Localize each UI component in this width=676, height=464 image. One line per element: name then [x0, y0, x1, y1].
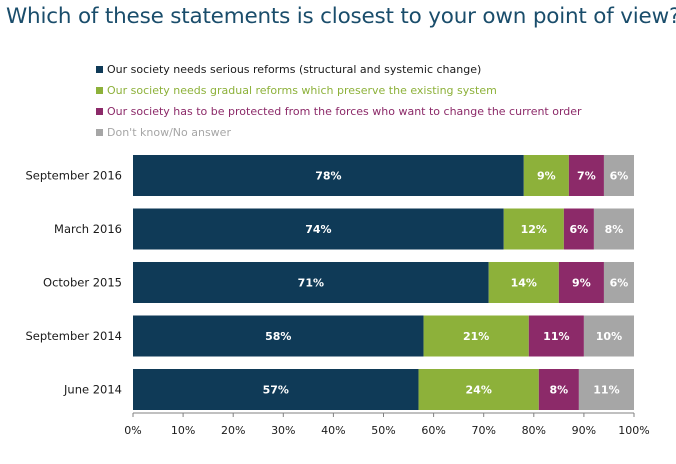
data-label: 9%: [572, 277, 591, 290]
bar-segment: [563, 208, 594, 250]
bar-segment: [133, 369, 419, 410]
legend-label: Our society needs serious reforms (struc…: [107, 63, 482, 76]
bar-segment: [538, 369, 579, 410]
bar-segment: [523, 155, 569, 196]
x-tick-label: 60%: [421, 424, 445, 437]
data-label: 21%: [463, 330, 489, 343]
legend-item: Our society needs gradual reforms which …: [96, 80, 582, 101]
bar-segment: [133, 262, 489, 303]
category-label: September 2016: [26, 169, 123, 183]
data-label: 14%: [511, 277, 537, 290]
x-tick-label: 80%: [522, 424, 546, 437]
bar-segment: [133, 155, 524, 196]
legend-swatch: [96, 129, 103, 136]
bar-segment: [423, 315, 529, 357]
x-tick-label: 40%: [321, 424, 345, 437]
legend-item: Don't know/No answer: [96, 122, 582, 143]
category-label: March 2016: [54, 222, 122, 236]
category-label: September 2014: [26, 329, 123, 343]
data-label: 71%: [298, 277, 324, 290]
data-label: 24%: [466, 384, 492, 397]
data-label: 10%: [596, 330, 622, 343]
bar-segment: [488, 262, 559, 303]
bar-segment: [558, 262, 604, 303]
bar-segment: [593, 208, 634, 250]
bar-segment: [583, 315, 634, 357]
legend-label: Don't know/No answer: [107, 126, 231, 139]
bar-segment: [503, 208, 564, 250]
data-label: 6%: [610, 277, 629, 290]
data-label: 8%: [550, 384, 569, 397]
bar-segment: [133, 208, 504, 250]
bar-segment: [603, 262, 634, 303]
data-label: 58%: [265, 330, 291, 343]
data-label: 12%: [521, 223, 547, 236]
data-label: 7%: [577, 170, 596, 183]
x-tick-label: 0%: [124, 424, 141, 437]
data-label: 8%: [605, 223, 624, 236]
bar-segment: [133, 315, 424, 357]
data-label: 6%: [570, 223, 589, 236]
legend: Our society needs serious reforms (struc…: [96, 59, 582, 143]
data-label: 11%: [593, 384, 619, 397]
x-tick-label: 90%: [572, 424, 596, 437]
x-tick-label: 30%: [271, 424, 295, 437]
data-label: 78%: [315, 170, 341, 183]
data-label: 11%: [543, 330, 569, 343]
category-label: October 2015: [43, 276, 122, 290]
chart-title: Which of these statements is closest to …: [6, 4, 676, 29]
legend-item: Our society needs serious reforms (struc…: [96, 59, 582, 80]
bar-segment: [418, 369, 539, 410]
x-tick-label: 100%: [618, 424, 649, 437]
x-tick-label: 70%: [471, 424, 495, 437]
x-tick-label: 10%: [171, 424, 195, 437]
data-label: 9%: [537, 170, 556, 183]
data-label: 57%: [263, 384, 289, 397]
data-label: 6%: [610, 170, 629, 183]
data-label: 74%: [305, 223, 331, 236]
x-tick-label: 20%: [221, 424, 245, 437]
category-label: June 2014: [63, 383, 122, 397]
legend-item: Our society has to be protected from the…: [96, 101, 582, 122]
x-tick-label: 50%: [371, 424, 395, 437]
legend-label: Our society needs gradual reforms which …: [107, 84, 497, 97]
bar-segment: [603, 155, 634, 196]
legend-label: Our society has to be protected from the…: [107, 105, 582, 118]
bar-segment: [578, 369, 634, 410]
legend-swatch: [96, 108, 103, 115]
bar-segment: [528, 315, 584, 357]
bar-segment: [568, 155, 604, 196]
legend-swatch: [96, 66, 103, 73]
legend-swatch: [96, 87, 103, 94]
